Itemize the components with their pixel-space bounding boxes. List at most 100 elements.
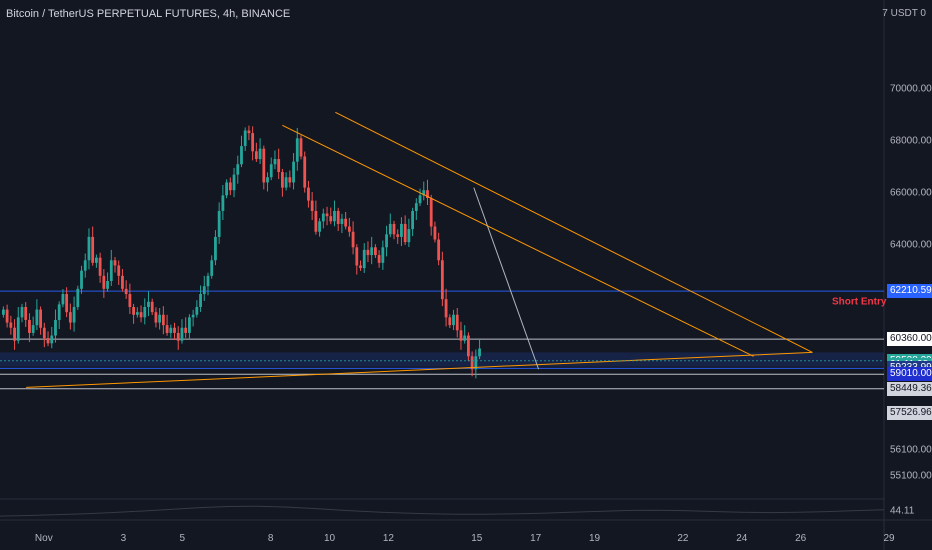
candle <box>455 308 459 338</box>
candle <box>243 127 247 152</box>
price-tag[interactable]: 58449.36 <box>887 381 932 396</box>
candle-body <box>206 275 210 287</box>
candle-body <box>121 275 124 289</box>
time-axis-tick[interactable]: 5 <box>179 533 186 544</box>
candle <box>277 148 281 180</box>
candle <box>370 236 374 265</box>
candle <box>236 155 240 184</box>
candle-body <box>95 257 98 263</box>
candle <box>262 145 266 190</box>
candle-body <box>455 314 459 331</box>
candle <box>467 332 470 362</box>
candle-body <box>422 190 426 196</box>
time-axis-tick[interactable]: Nov <box>34 533 53 544</box>
candle-body <box>132 306 135 315</box>
candle-body <box>217 210 221 237</box>
candle <box>31 316 35 336</box>
candle-body <box>106 281 109 289</box>
price-tag[interactable]: 60360.00 <box>887 332 932 347</box>
candle-body <box>202 286 206 295</box>
price-axis-tick[interactable]: 55100.00 <box>890 470 932 482</box>
candle-body <box>359 265 362 269</box>
time-axis-tick[interactable]: 26 <box>795 533 807 544</box>
candle-body <box>284 177 288 188</box>
time-axis-tick[interactable]: 22 <box>677 533 689 544</box>
candle <box>232 167 236 198</box>
candle <box>5 304 9 328</box>
candle <box>128 283 132 314</box>
time-axis-tick[interactable]: 29 <box>883 533 895 544</box>
candle <box>184 317 188 338</box>
time-axis-tick[interactable]: 15 <box>471 533 483 544</box>
price-tag[interactable]: 59010.00 <box>887 367 932 382</box>
candle-body <box>333 210 336 222</box>
price-axis-tick[interactable]: 64000.00 <box>890 239 932 251</box>
candle <box>362 243 366 273</box>
candle <box>359 260 362 271</box>
candle-body <box>362 249 366 269</box>
candle-body <box>444 299 448 318</box>
time-axis-tick[interactable]: 10 <box>323 533 336 544</box>
candle <box>87 228 91 270</box>
candle <box>61 289 65 308</box>
candle-body <box>295 138 299 162</box>
candle <box>474 349 478 379</box>
price-axis-tick[interactable]: 70000.00 <box>890 83 932 95</box>
candle <box>307 180 310 208</box>
candle-body <box>35 309 39 326</box>
candle-body <box>65 294 69 313</box>
time-axis-tick[interactable]: 3 <box>120 533 127 544</box>
candle-body <box>329 216 333 222</box>
candle <box>2 306 5 318</box>
candle-body <box>336 210 340 224</box>
candle <box>202 275 206 302</box>
trendline <box>335 111 813 353</box>
candle <box>388 213 392 238</box>
time-axis-tick[interactable]: 8 <box>267 533 274 544</box>
candle-body <box>188 317 191 333</box>
candle <box>433 221 437 243</box>
currency-label[interactable]: 7 USDT 0 <box>882 8 926 19</box>
price-tag[interactable]: 57526.96 <box>887 405 932 420</box>
candle <box>254 142 258 162</box>
candle-body <box>210 260 214 276</box>
candle-body <box>340 218 344 224</box>
candle-body <box>158 314 162 323</box>
time-axis-tick[interactable]: 19 <box>588 533 601 544</box>
candle <box>407 218 411 248</box>
candle-body <box>325 213 329 217</box>
candle <box>199 285 202 312</box>
candle <box>403 215 407 245</box>
candle <box>448 314 452 328</box>
price-axis-tick[interactable]: 68000.00 <box>890 135 932 147</box>
price-axis-tick[interactable]: 66000.00 <box>890 187 932 199</box>
time-axis-tick[interactable]: 17 <box>530 533 542 544</box>
candle <box>68 303 72 330</box>
candle-body <box>321 213 325 222</box>
candle <box>124 280 128 299</box>
candle <box>135 307 139 318</box>
candle-body <box>169 327 173 333</box>
candle <box>106 272 109 292</box>
candle <box>452 309 455 331</box>
candle <box>440 251 444 307</box>
candle-body <box>433 226 437 240</box>
price-tag[interactable]: 62210.59 <box>887 284 932 299</box>
candle <box>381 240 385 270</box>
time-axis-tick[interactable]: 24 <box>736 533 748 544</box>
candle <box>225 179 228 199</box>
price-axis-tick[interactable]: 56100.00 <box>890 444 932 456</box>
candle-body <box>407 229 411 243</box>
candle-body <box>76 288 80 307</box>
candle <box>76 285 80 310</box>
candle-body <box>355 247 359 266</box>
candle-body <box>414 203 418 211</box>
price-axis-bottom-label[interactable]: 44.11 <box>890 505 915 517</box>
trendline <box>282 124 754 357</box>
candle <box>180 319 184 344</box>
candle <box>206 272 210 296</box>
time-axis-tick[interactable]: 12 <box>382 533 394 544</box>
symbol-title[interactable]: Bitcoin / TetherUS PERPETUAL FUTURES, 4h… <box>6 8 291 20</box>
candle <box>98 252 102 283</box>
